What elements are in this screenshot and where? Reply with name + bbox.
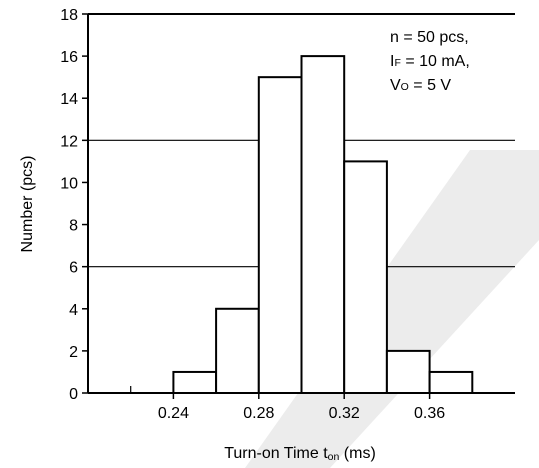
- bar-6: [385, 349, 431, 394]
- bar-5: [343, 160, 388, 394]
- annotation-line-3-rest: = 5 V: [409, 77, 452, 94]
- y-tick-label-12: 12: [60, 133, 78, 150]
- annotation-line-1: n = 50 pcs,: [390, 29, 469, 46]
- y-tick-label-18: 18: [60, 7, 78, 24]
- y-tick-label-16: 16: [60, 49, 78, 66]
- bar-4: [300, 55, 346, 394]
- x-tick-label-1: 0.28: [243, 405, 274, 422]
- x-tick-label-2: 0.32: [329, 405, 360, 422]
- x-ticks: 0.24 0.28 0.32 0.36: [130, 386, 473, 422]
- annotation-line-3-sub: O: [401, 81, 409, 93]
- bar-7: [428, 370, 474, 395]
- x-axis-label: Turn-on Time ton (ms): [224, 445, 376, 463]
- y-axis-label: Number (pcs): [19, 156, 36, 253]
- x-tick-label-0: 0.24: [158, 405, 189, 422]
- x-axis-label-main: Turn-on Time t: [224, 445, 328, 462]
- y-tick-label-2: 2: [69, 344, 78, 361]
- annotation-line-2-main: I: [390, 53, 394, 70]
- x-axis-label-sub: on: [328, 451, 340, 463]
- bars: [172, 55, 474, 395]
- annotation-line-2: IF = 10 mA,: [390, 53, 470, 70]
- x-axis-label-unit: (ms): [339, 445, 375, 462]
- y-tick-label-0: 0: [69, 386, 78, 403]
- y-tick-label-8: 8: [69, 218, 78, 235]
- x-tick-label-3: 0.36: [414, 405, 445, 422]
- y-tick-label-14: 14: [60, 91, 78, 108]
- y-tick-label-10: 10: [60, 175, 78, 192]
- y-tick-label-6: 6: [69, 260, 78, 277]
- annotation-line-3: VO = 5 V: [390, 77, 451, 94]
- y-ticks: 0 2 4 6 8 10 12 14 16 18: [60, 7, 88, 403]
- annotation-line-2-rest: = 10 mA,: [401, 53, 470, 70]
- bar-1: [172, 370, 218, 395]
- annotation-line-1-text: n = 50 pcs,: [390, 29, 469, 46]
- annotation-line-2-sub: F: [394, 57, 400, 69]
- y-tick-label-4: 4: [69, 302, 78, 319]
- bar-3: [257, 76, 303, 395]
- bar-2: [215, 307, 260, 394]
- annotation-line-3-main: V: [390, 77, 401, 94]
